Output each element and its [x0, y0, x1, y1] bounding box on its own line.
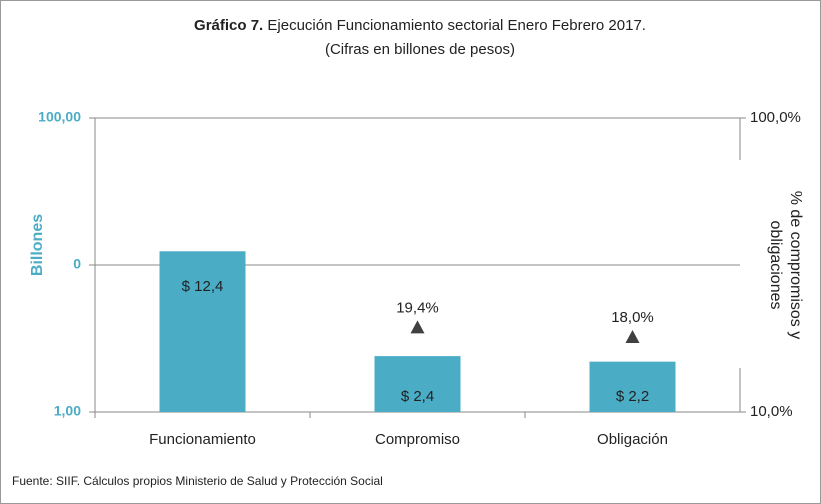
y-tick-label: 100,00 [38, 109, 81, 125]
triangle-marker [625, 329, 640, 343]
title-bold: Gráfico 7. [194, 17, 263, 34]
triangle-marker [410, 320, 425, 334]
y2-axis-title: % de compromisos y [787, 191, 804, 340]
y-axis-title: Billones [29, 214, 46, 276]
title-text: Ejecución Funcionamiento sectorial Enero… [267, 17, 646, 34]
bar-value-label: $ 2,2 [616, 388, 649, 405]
y2-tick-label: 100,0% [750, 109, 801, 126]
source-note: Fuente: SIIF. Cálculos propios Ministeri… [12, 474, 383, 488]
marker-value-label: 19,4% [396, 299, 439, 316]
x-tick-label: Compromiso [375, 431, 460, 448]
y2-axis-title: obligaciones [767, 221, 784, 310]
y-tick-label: 1,00 [54, 403, 81, 419]
bar-value-label: $ 12,4 [182, 278, 224, 295]
x-tick-label: Obligación [597, 431, 668, 448]
bar [589, 361, 676, 412]
y2-tick-label: 10,0% [750, 403, 793, 420]
x-tick-label: Funcionamiento [149, 431, 256, 448]
bar [159, 251, 246, 412]
bar-value-label: $ 2,4 [401, 388, 434, 405]
y-tick-label: 0 [73, 256, 81, 272]
bar [374, 356, 461, 412]
chart-subtitle: (Cifras en billones de pesos) [325, 41, 515, 58]
marker-value-label: 18,0% [611, 309, 654, 326]
chart-title: Gráfico 7. Ejecución Funcionamiento sect… [194, 17, 646, 34]
